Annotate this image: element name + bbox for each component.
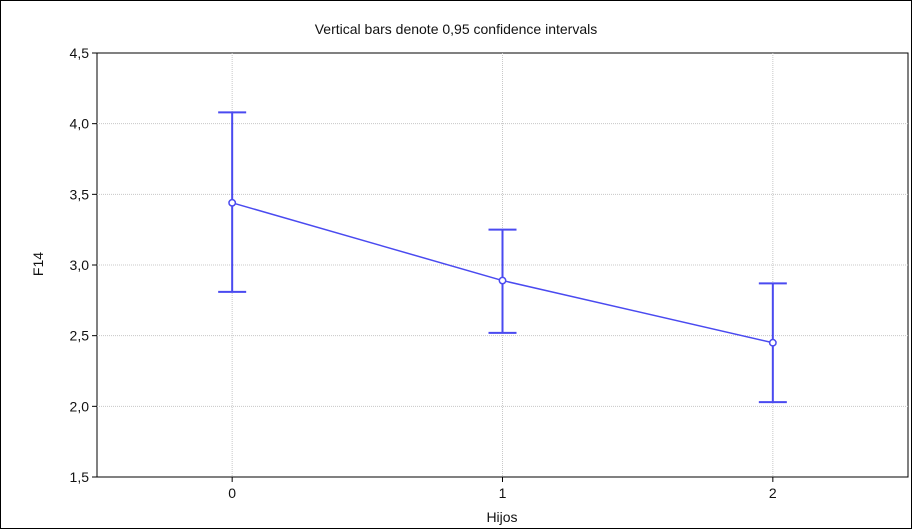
y-tick-label: 4,0	[70, 116, 90, 132]
data-point	[498, 276, 507, 285]
data-point	[768, 338, 777, 347]
x-tick-label: 0	[228, 485, 236, 501]
y-tick-label: 1,5	[70, 469, 90, 485]
y-tick-label: 3,5	[70, 186, 90, 202]
chart-title: Vertical bars denote 0,95 confidence int…	[314, 21, 598, 37]
x-axis-label: Hijos	[486, 509, 517, 525]
y-axis-ticks: 1,5 2,0 2,5 3,0 3,5 4,0 4,5	[70, 45, 97, 485]
y-tick-label: 2,0	[70, 398, 90, 414]
y-tick-label: 2,5	[70, 328, 90, 344]
x-axis-ticks: 0 1 2	[228, 477, 777, 501]
x-tick-label: 2	[769, 485, 777, 501]
y-axis-label: F14	[30, 252, 46, 276]
series-group	[218, 111, 787, 404]
x-tick-label: 1	[499, 485, 507, 501]
y-tick-label: 3,0	[70, 257, 90, 273]
data-point	[228, 198, 237, 207]
y-tick-label: 4,5	[70, 45, 90, 61]
